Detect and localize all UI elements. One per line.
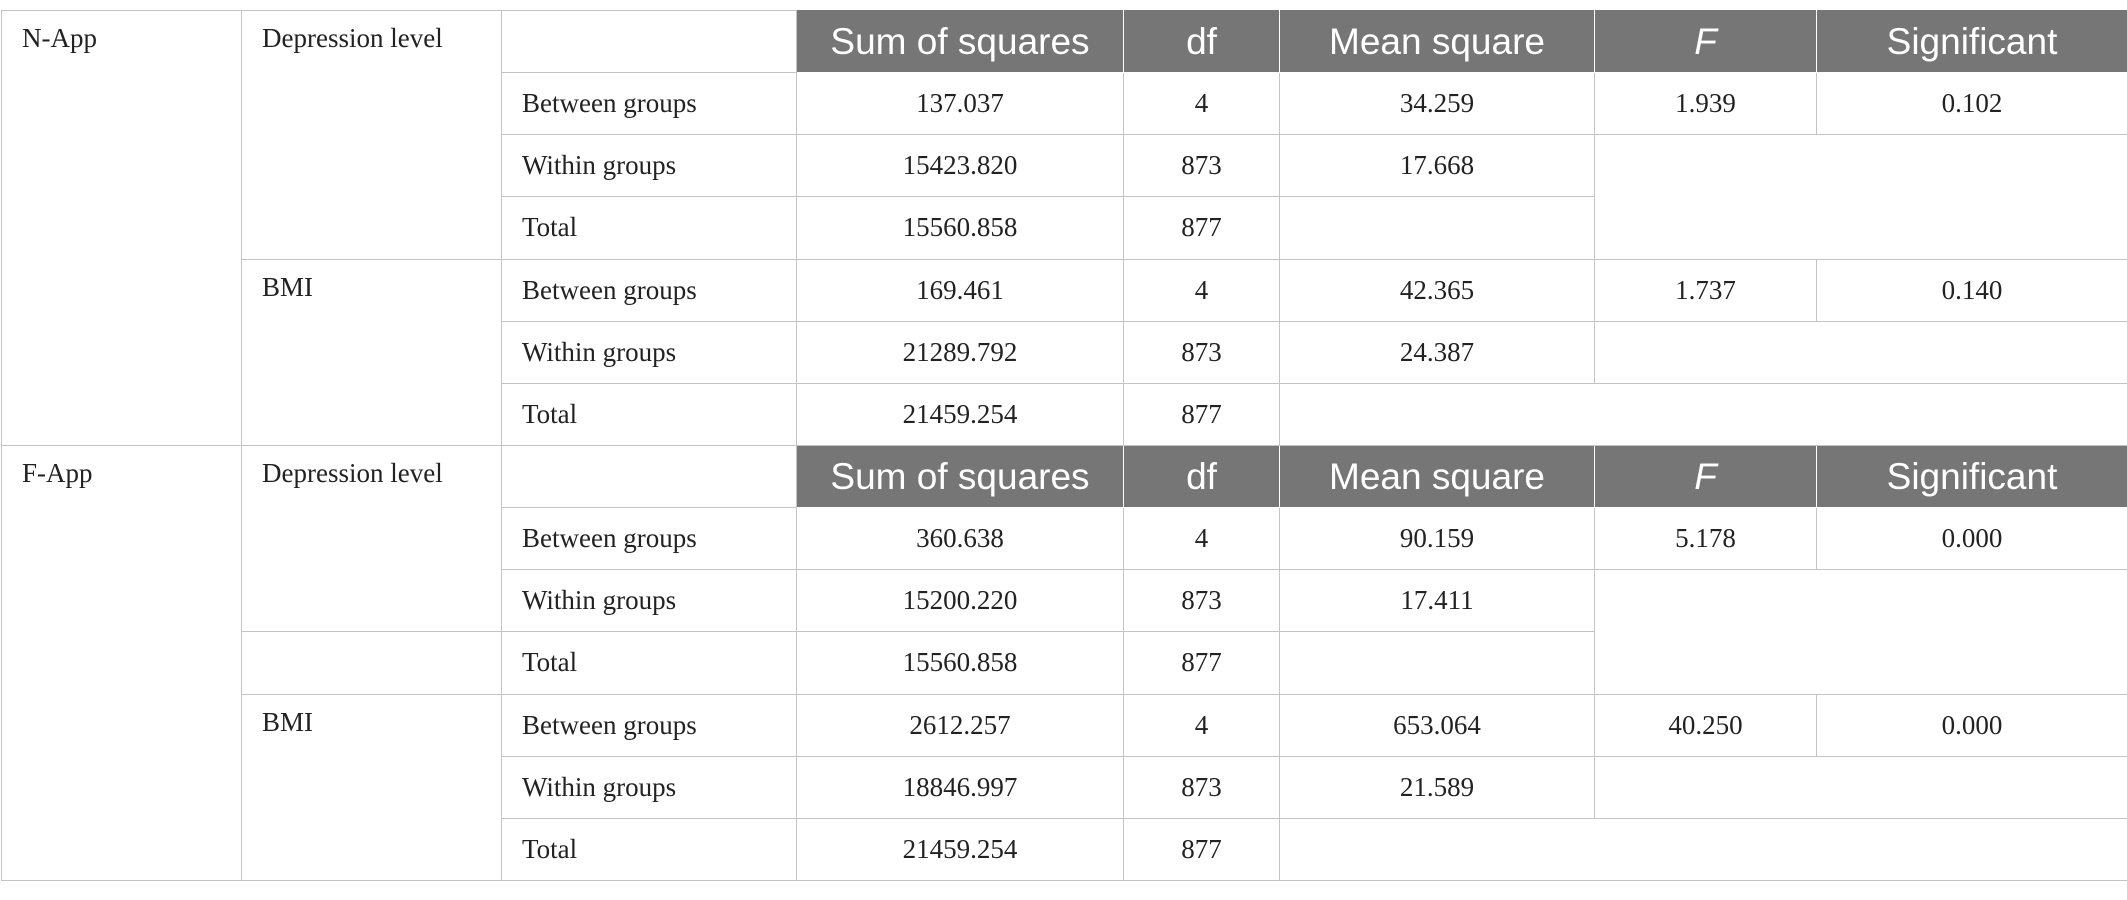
source-label: Within groups [501,134,797,198]
mean-square-cell: 653.064 [1279,693,1595,757]
mean-square-cell [1279,196,1595,260]
source-label: Between groups [501,258,797,322]
sum-of-squares-cell: 15423.820 [796,134,1124,198]
empty-cell [1594,134,2127,260]
f-cell: 40.250 [1594,693,1817,757]
mean-square-cell [1279,631,1595,695]
table-row: Between groups 137.037 4 34.259 1.939 0.… [2,72,2127,136]
mean-square-cell: 42.365 [1279,258,1595,322]
significance-cell: 0.000 [1816,507,2127,571]
empty-cell [241,631,502,695]
mean-square-cell: 17.668 [1279,134,1595,198]
f-cell: 1.737 [1594,258,1817,322]
sum-of-squares-cell: 15560.858 [796,196,1124,260]
mean-square-cell: 24.387 [1279,320,1595,384]
source-label: Between groups [501,72,797,136]
significance-cell: 0.102 [1816,72,2127,136]
table-row: Between groups 360.638 4 90.159 5.178 0.… [2,507,2127,571]
header-row: N-App Depression level Sum of squares df… [1,9,2127,446]
empty-cell [1279,382,2127,446]
source-label: Total [501,631,797,695]
table-row: Total 15560.858 877 [2,196,2127,260]
source-label: Within groups [501,569,797,633]
f-cell: 1.939 [1594,72,1817,136]
table-row: Total 21459.254 877 [2,382,2127,446]
source-label: Total [501,817,797,882]
df-cell: 4 [1123,507,1280,571]
sum-of-squares-cell: 2612.257 [796,693,1124,757]
table-row: BMI Between groups 169.461 4 42.365 1.73… [2,258,2127,446]
header-df: df [1123,444,1280,509]
df-cell: 4 [1123,258,1280,322]
source-label: Total [501,382,797,446]
empty-cell [1594,755,2127,819]
df-cell: 877 [1123,196,1280,260]
sum-of-squares-cell: 21459.254 [796,382,1124,446]
measure-label: BMI [241,258,502,446]
header-row: F-App Depression level Sum of squares df… [1,444,2127,882]
sum-of-squares-cell: 169.461 [796,258,1124,322]
df-cell: 877 [1123,817,1280,882]
mean-square-cell: 21.589 [1279,755,1595,819]
app-label: N-App [1,10,242,446]
header-significant: Significant [1816,9,2127,74]
significance-cell: 0.000 [1816,693,2127,757]
header-df: df [1123,9,1280,74]
source-label: Between groups [501,693,797,757]
sum-of-squares-cell: 137.037 [796,72,1124,136]
df-cell: 873 [1123,569,1280,633]
header-sum-of-squares: Sum of squares [796,9,1124,74]
source-label: Within groups [501,755,797,819]
sum-of-squares-cell: 360.638 [796,507,1124,571]
table-row: Total 15560.858 877 [2,631,2127,695]
source-label: Between groups [501,507,797,571]
table-row: Within groups 15423.820 873 17.668 [2,134,2127,260]
empty-cell [1279,817,2127,882]
significance-cell: 0.140 [1816,258,2127,322]
header-significant: Significant [1816,444,2127,509]
empty-cell [1594,320,2127,384]
source-label: Total [501,196,797,260]
df-cell: 4 [1123,693,1280,757]
measure-label: Depression level [241,10,502,260]
header-mean-square: Mean square [1279,444,1595,509]
table-row: Within groups 21289.792 873 24.387 [2,320,2127,384]
df-cell: 873 [1123,134,1280,198]
table-row: Total 21459.254 877 [2,817,2127,882]
sum-of-squares-cell: 18846.997 [796,755,1124,819]
df-cell: 877 [1123,382,1280,446]
app-label: F-App [1,444,242,882]
table-row: Within groups 18846.997 873 21.589 [2,755,2127,819]
mean-square-cell: 34.259 [1279,72,1595,136]
f-cell: 5.178 [1594,507,1817,571]
table-row: Within groups 15200.220 873 17.411 [2,569,2127,695]
empty-cell [1594,569,2127,695]
measure-label: BMI [241,693,502,882]
df-cell: 877 [1123,631,1280,695]
mean-square-cell: 90.159 [1279,507,1595,571]
header-sum-of-squares: Sum of squares [796,444,1124,509]
sum-of-squares-cell: 15560.858 [796,631,1124,695]
df-cell: 873 [1123,320,1280,384]
empty-cell [501,444,797,509]
anova-table: N-App Depression level Sum of squares df… [1,9,2127,882]
header-mean-square: Mean square [1279,9,1595,74]
df-cell: 873 [1123,755,1280,819]
df-cell: 4 [1123,72,1280,136]
header-f: F [1594,9,1817,74]
sum-of-squares-cell: 21459.254 [796,817,1124,882]
mean-square-cell: 17.411 [1279,569,1595,633]
header-f: F [1594,444,1817,509]
table-row: BMI Between groups 2612.257 4 653.064 40… [2,693,2127,882]
empty-cell [501,9,797,74]
source-label: Within groups [501,320,797,384]
measure-label: Depression level [241,444,502,633]
sum-of-squares-cell: 21289.792 [796,320,1124,384]
sum-of-squares-cell: 15200.220 [796,569,1124,633]
